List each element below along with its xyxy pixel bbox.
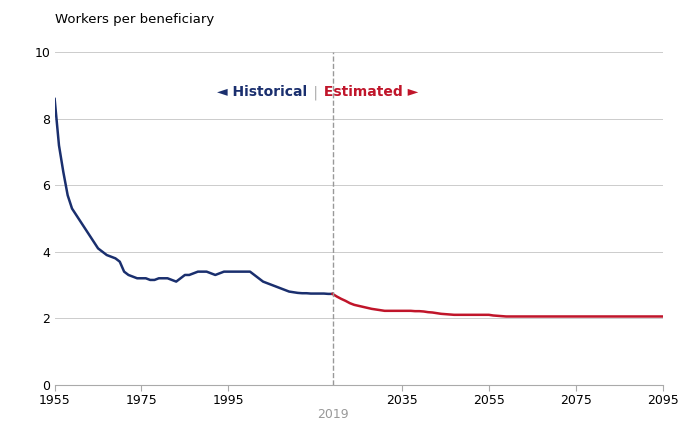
Text: |: |	[309, 85, 322, 100]
Text: Workers per beneficiary: Workers per beneficiary	[55, 13, 214, 26]
Text: ◄ Historical: ◄ Historical	[217, 85, 307, 99]
Text: Estimated ►: Estimated ►	[319, 85, 418, 99]
Text: 2019: 2019	[317, 408, 348, 421]
